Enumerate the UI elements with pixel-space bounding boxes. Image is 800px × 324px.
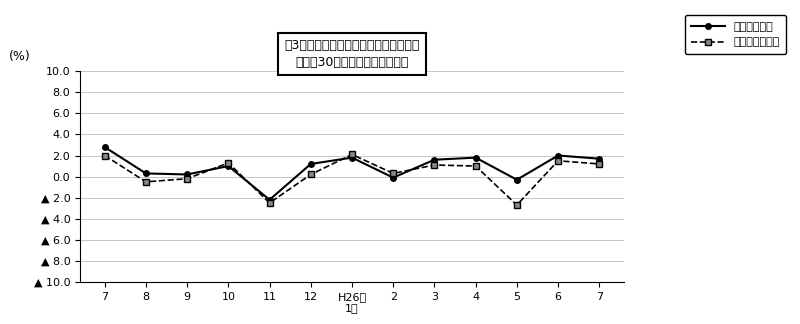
Text: (%): (%): [10, 50, 31, 63]
Legend: 総実労働時間, 所定内労働時間: 総実労働時間, 所定内労働時間: [685, 15, 786, 54]
Text: 図3　労働時間の推移（対前年同月比）
－規樨30人以上－　調査産業計: 図3 労働時間の推移（対前年同月比） －規樨30人以上－ 調査産業計: [284, 39, 420, 69]
